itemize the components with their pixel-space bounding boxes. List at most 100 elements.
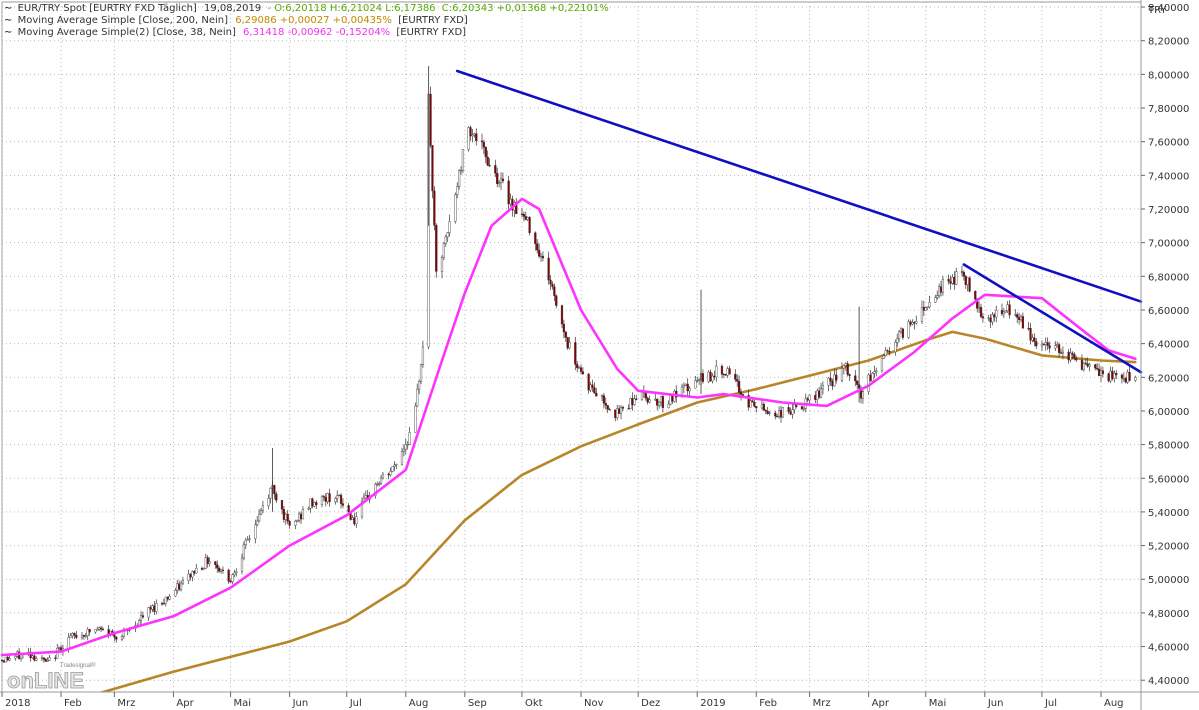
candle — [861, 389, 865, 404]
candle — [338, 494, 341, 497]
candle — [482, 139, 485, 155]
candle — [682, 382, 685, 394]
candle — [88, 628, 91, 636]
candle — [802, 406, 805, 412]
plot-frame — [1, 1, 1142, 693]
candle — [1107, 372, 1110, 383]
x-tick-label: Mrz — [117, 698, 135, 709]
candle-body — [701, 373, 705, 382]
candle — [1126, 369, 1129, 384]
candle — [833, 368, 836, 387]
candle-body — [298, 513, 301, 521]
candle-body — [31, 655, 34, 659]
y-tick-label: 6,00000 — [1148, 407, 1189, 418]
candle — [760, 399, 764, 410]
candle — [722, 373, 725, 379]
candle-body — [949, 281, 952, 284]
candle-body — [1018, 317, 1021, 321]
candle-body — [1035, 341, 1038, 347]
candle — [1111, 366, 1114, 381]
candle — [648, 395, 651, 404]
candle-body — [616, 408, 619, 418]
candle-body — [781, 407, 785, 418]
candle-body — [669, 395, 672, 405]
candle — [389, 467, 392, 477]
x-tick-label: Mai — [234, 698, 252, 709]
x-tick-label: Apr — [872, 698, 890, 709]
candle-body — [94, 629, 97, 633]
candle — [726, 366, 729, 378]
candle — [29, 647, 32, 662]
candle-body — [779, 410, 783, 418]
y-tick-label: 7,20000 — [1148, 205, 1189, 216]
candle — [1057, 342, 1061, 358]
candle — [728, 365, 731, 375]
candle-body — [618, 408, 621, 414]
candle-body — [671, 395, 674, 402]
y-tick-label: 6,20000 — [1148, 373, 1189, 384]
candle — [195, 563, 198, 574]
candle-body — [406, 444, 409, 446]
candle — [814, 391, 817, 404]
candle — [534, 231, 537, 251]
candle-body — [534, 232, 537, 244]
candle-body — [867, 374, 870, 392]
x-tick-label: Nov — [584, 698, 604, 709]
candle-body — [968, 277, 971, 292]
candle-body — [153, 605, 156, 612]
candle-body — [924, 307, 927, 311]
candle — [1019, 314, 1023, 323]
candle — [924, 306, 927, 311]
candle — [206, 554, 209, 568]
candle-body — [648, 399, 651, 403]
candle-body — [1016, 314, 1019, 318]
candle-body — [1056, 344, 1059, 346]
candle — [600, 394, 604, 401]
candle — [848, 373, 851, 382]
candle — [402, 444, 405, 457]
candle-body — [787, 407, 790, 412]
candle — [8, 655, 11, 662]
y-tick-label: 7,40000 — [1148, 171, 1189, 182]
candle — [1061, 346, 1065, 360]
candle-body — [244, 539, 247, 546]
candle-body — [1067, 351, 1070, 361]
candle-body — [1113, 373, 1116, 379]
candle-body — [193, 571, 196, 574]
candle-body — [206, 557, 209, 564]
candle — [616, 404, 619, 421]
candle-body — [435, 225, 438, 272]
candle-body — [661, 396, 665, 408]
candle — [1059, 348, 1063, 355]
candle-body — [486, 156, 489, 166]
candle — [176, 579, 179, 594]
candle — [1008, 300, 1011, 319]
candle-body — [284, 514, 287, 520]
candle-body — [873, 371, 876, 374]
candle-body — [631, 398, 634, 406]
candle — [819, 382, 823, 399]
candle-body — [920, 307, 924, 322]
candle-body — [4, 656, 7, 663]
candle — [669, 395, 672, 406]
candle — [787, 402, 790, 415]
candle — [871, 372, 874, 382]
candle-body — [160, 603, 164, 605]
candle-body — [581, 371, 585, 375]
candle-body — [844, 363, 847, 366]
candle — [82, 634, 86, 640]
candle — [1031, 333, 1034, 343]
candle — [494, 159, 497, 178]
candle-body — [1094, 364, 1097, 369]
candle — [595, 388, 598, 397]
candle — [433, 186, 436, 231]
candle — [915, 315, 918, 325]
candle-body — [246, 539, 249, 541]
candle — [187, 569, 190, 585]
candle-body — [736, 379, 739, 382]
candle-body — [189, 573, 192, 578]
candle — [1099, 366, 1103, 382]
candle-body — [459, 170, 463, 172]
x-tick-label: 2019 — [700, 698, 725, 709]
candle — [33, 654, 36, 662]
